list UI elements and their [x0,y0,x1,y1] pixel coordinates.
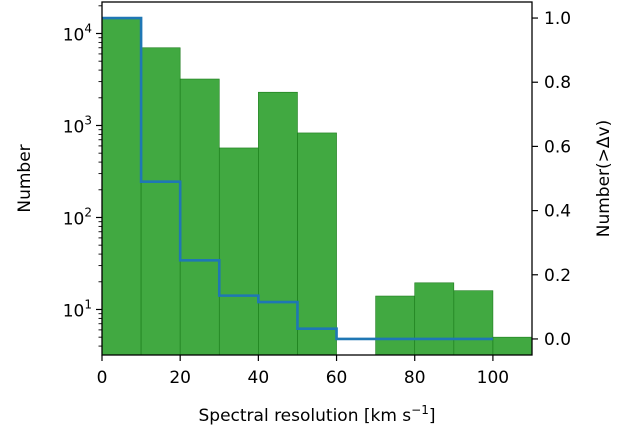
x-tick-label: 100 [477,368,509,388]
x-tick-label: 0 [97,368,108,388]
histogram-bar-2 [179,78,220,356]
x-tick-label: 20 [169,368,191,388]
x-tick-label: 60 [326,368,348,388]
histogram-bar-7 [375,295,416,356]
histogram-bar-1 [140,47,181,356]
y-right-tick-label: 0.8 [544,73,571,93]
x-tick-label: 40 [248,368,270,388]
y-left-axis-ticks: 101 102 103 104 [63,5,102,347]
x-axis-ticks: 0 20 40 60 80 100 [97,355,509,388]
y-right-tick-label: 1.0 [544,9,571,29]
histogram-bar-4 [258,91,298,356]
y-left-axis-label: Number [15,144,35,212]
histogram-bar-0 [101,18,142,356]
plot-frame [101,1,533,356]
y-right-tick-label: 0.4 [544,202,571,222]
histogram-bar-8 [414,282,455,356]
cumulative-line-group [102,16,493,341]
y-left-tick-label: 101 [63,297,92,321]
histogram-bar-9 [453,290,494,356]
histogram-bar-3 [218,147,259,356]
y-left-tick-label: 102 [63,205,92,229]
histogram-bar-5 [297,132,337,356]
x-axis-label: Spectral resolution [km s−1] [198,403,435,426]
cumulative-line [102,16,493,341]
histogram-bars [101,18,533,356]
x-tick-label: 80 [404,368,426,388]
y-right-axis-label: Number(>Δv) [594,120,614,238]
y-left-tick-label: 104 [63,22,92,46]
y-right-tick-label: 0.6 [544,137,571,157]
y-right-axis-ticks: 0.0 0.2 0.4 0.6 0.8 1.0 [532,9,571,350]
histogram-bar-10 [492,336,533,356]
y-right-tick-label: 0.0 [544,330,571,350]
y-right-tick-label: 0.2 [544,266,571,286]
y-left-tick-label: 103 [63,113,92,137]
